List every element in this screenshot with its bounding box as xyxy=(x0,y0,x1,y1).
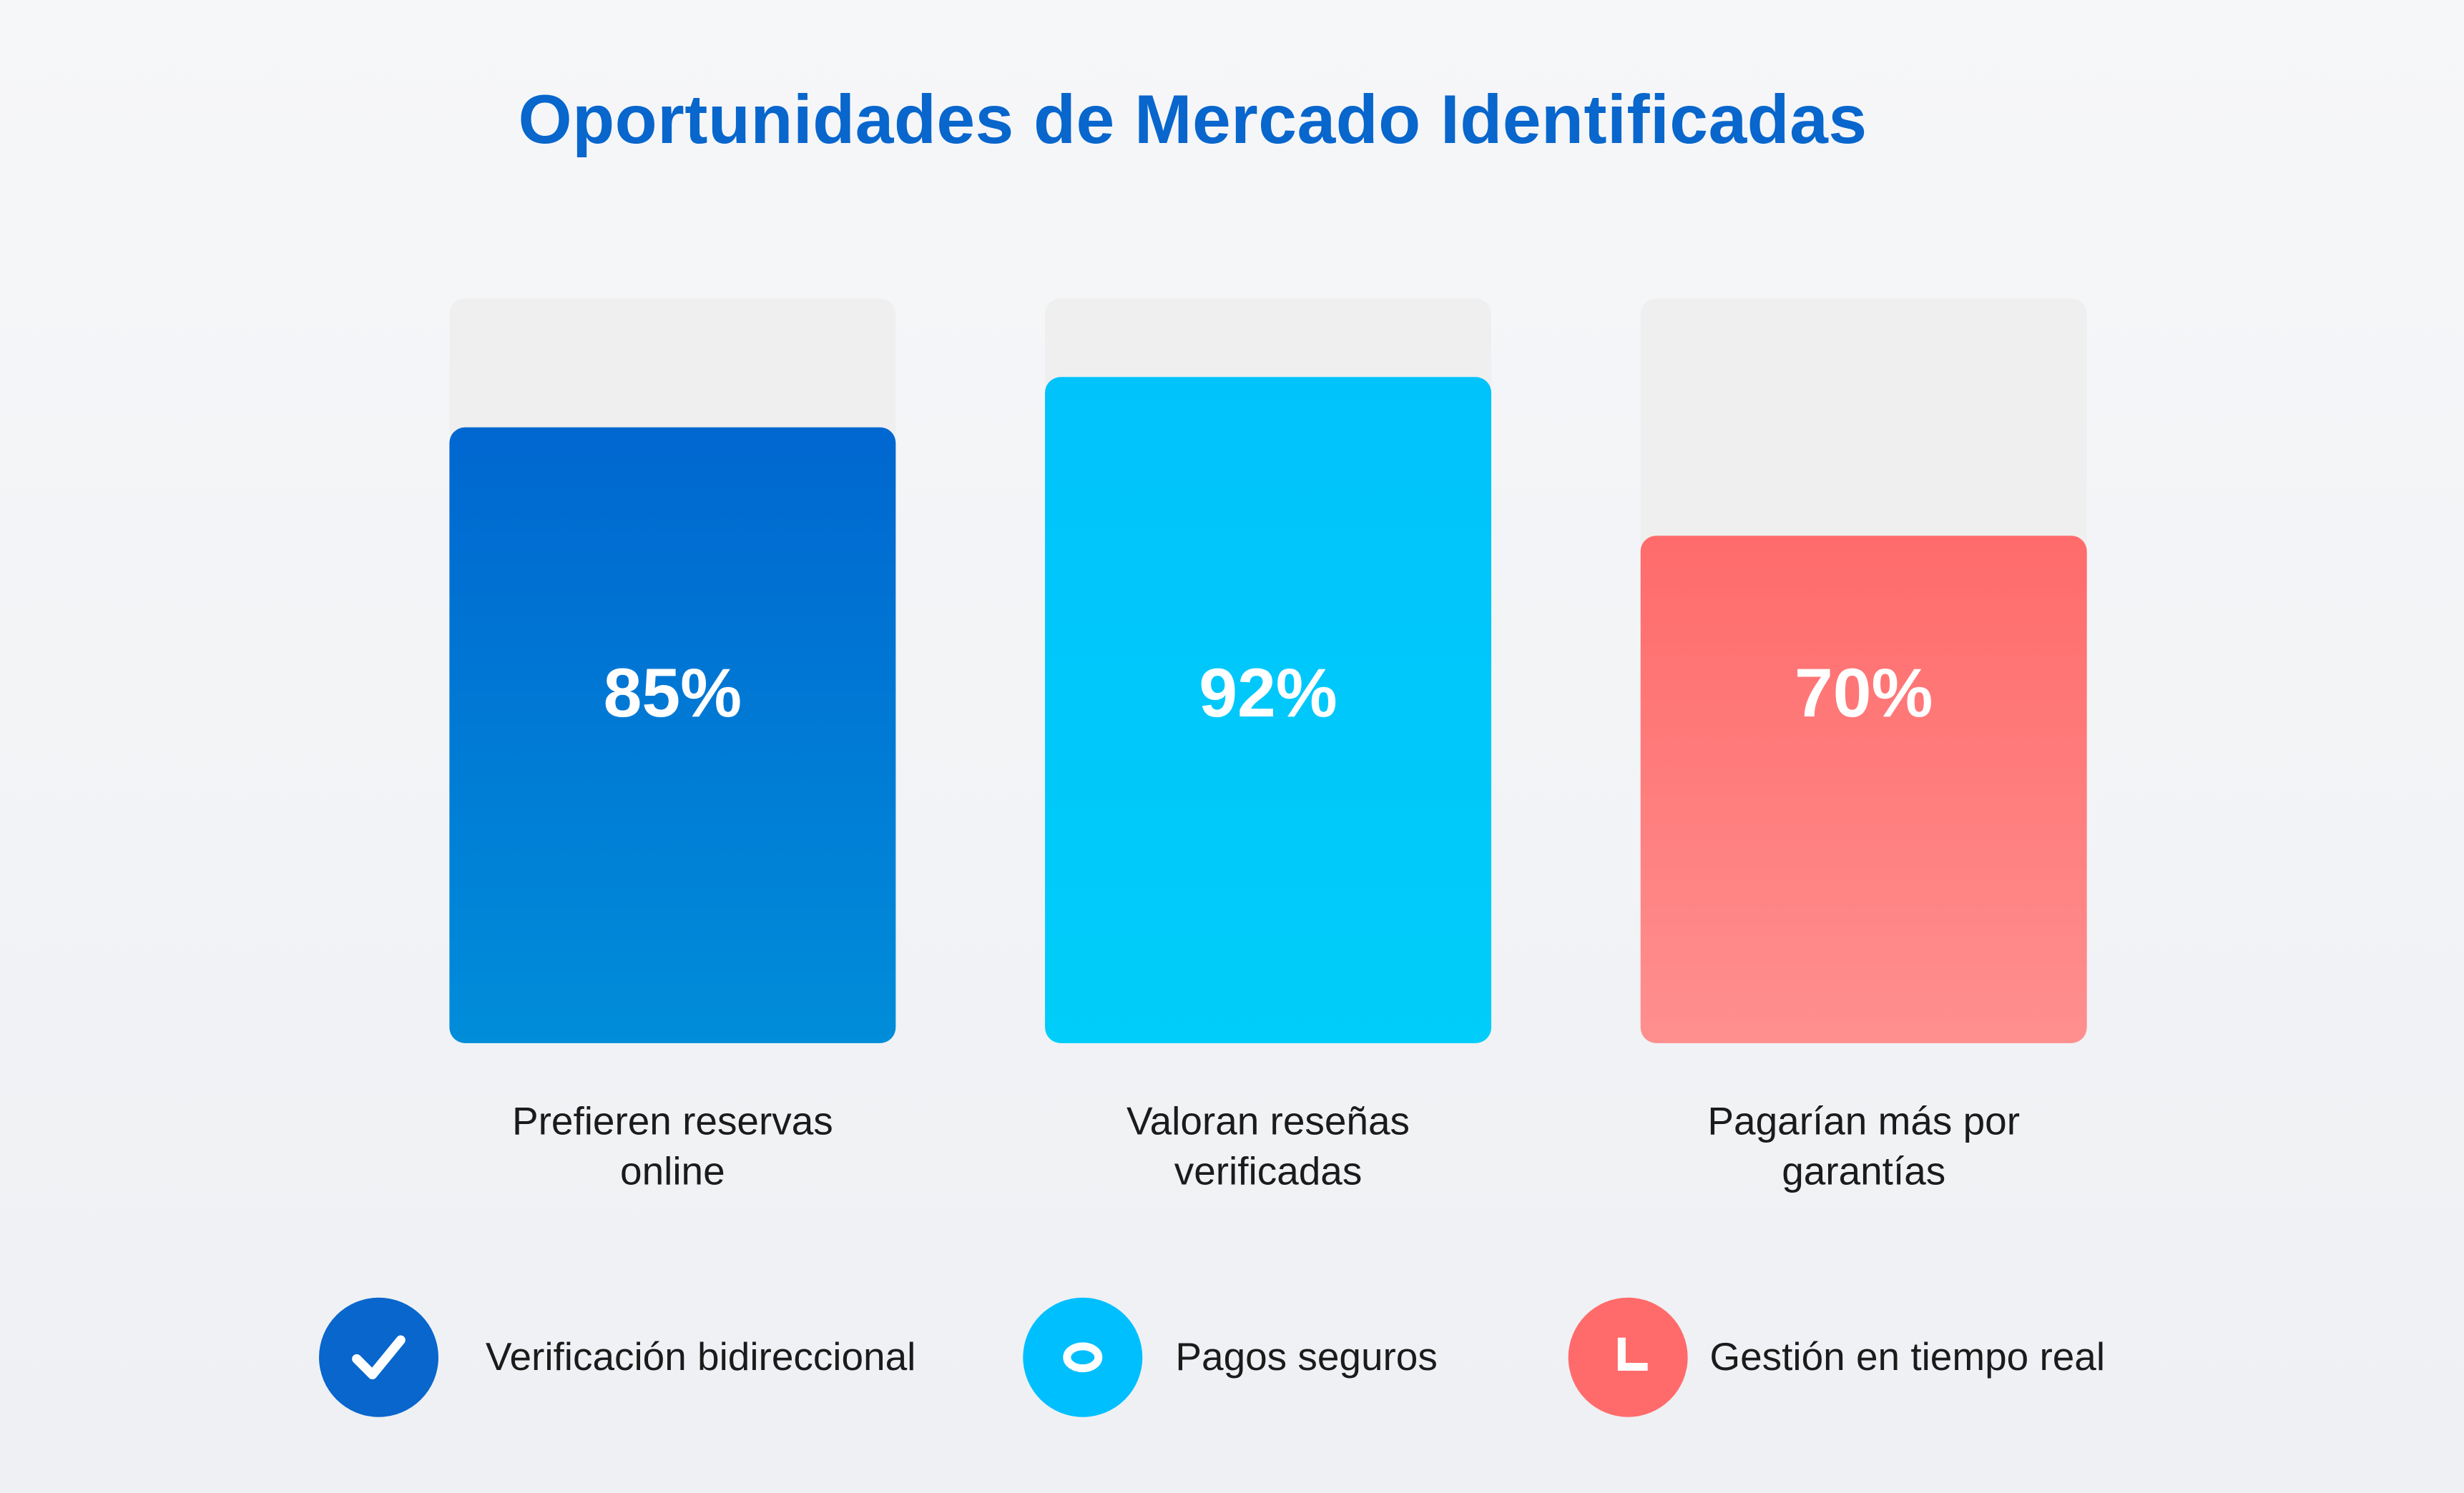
chart-title: Oportunidades de Mercado Identificadas xyxy=(518,82,1867,159)
category-label: Valoran reseñas verificadas xyxy=(1045,1097,1491,1198)
bar-value-label: 85% xyxy=(603,655,742,732)
bar-verified-reviews xyxy=(1045,377,1492,1043)
legend-label: Pagos seguros xyxy=(1175,1334,1438,1379)
category-label-line: Valoran reseñas xyxy=(1127,1099,1410,1144)
clock-icon xyxy=(1568,1297,1688,1417)
check-icon xyxy=(319,1297,438,1417)
legend-item-verification: Verificación bidireccional xyxy=(319,1297,916,1417)
legend-item-payments: Pagos seguros xyxy=(1023,1297,1438,1417)
category-label-line: Prefieren reservas xyxy=(511,1099,833,1144)
bar-online-bookings xyxy=(449,427,896,1043)
category-label: Pagarían más por garantías xyxy=(1641,1097,2087,1198)
legend-label: Gestión en tiempo real xyxy=(1709,1334,2106,1379)
ring-icon xyxy=(1023,1297,1143,1417)
category-label-line: verificadas xyxy=(1174,1150,1363,1194)
bar-value-label: 92% xyxy=(1199,655,1337,732)
bar-value-label: 70% xyxy=(1794,655,1933,732)
category-label-line: garantías xyxy=(1782,1150,1946,1194)
category-label-line: Pagarían más por xyxy=(1707,1099,2021,1144)
bar-guarantees xyxy=(1640,536,2087,1043)
category-label-line: online xyxy=(620,1150,725,1194)
category-label: Prefieren reservas online xyxy=(449,1097,895,1198)
legend-label: Verificación bidireccional xyxy=(485,1334,916,1379)
legend-item-realtime: Gestión en tiempo real xyxy=(1568,1297,2106,1417)
